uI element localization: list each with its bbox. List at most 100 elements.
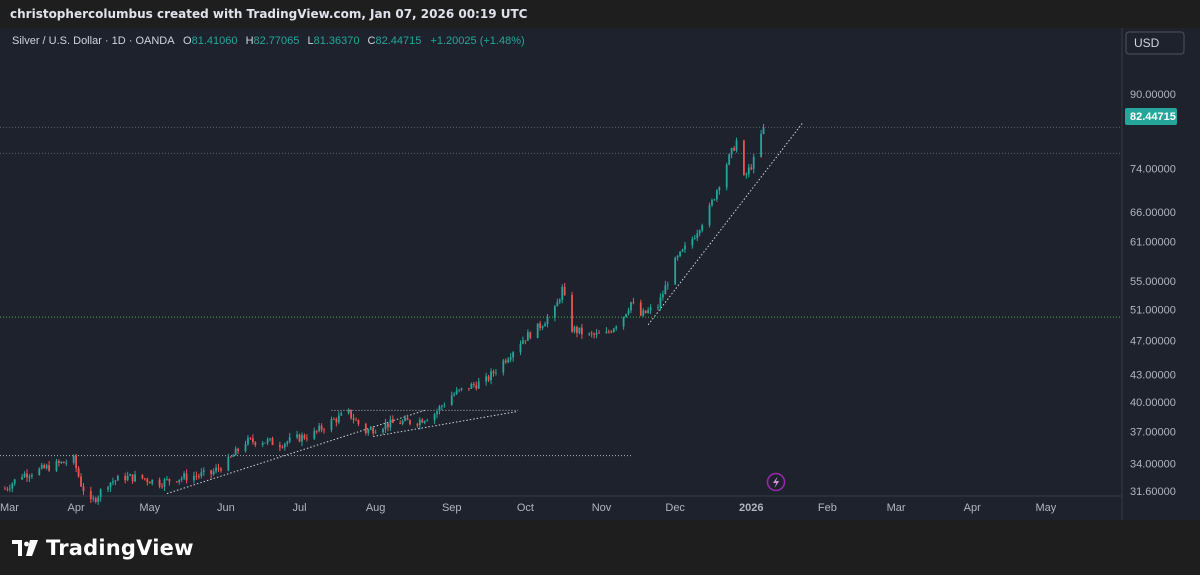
lightning-icon[interactable] (766, 472, 786, 492)
price-tick-label: 74.00000 (1130, 163, 1176, 175)
candle-body (563, 286, 566, 295)
candle-body (418, 419, 421, 426)
candle-body (94, 498, 97, 502)
time-tick-label: Apr (68, 502, 85, 514)
candle-body (271, 438, 274, 446)
candle-body (92, 498, 95, 500)
candle-body (625, 314, 627, 318)
candle-body (509, 357, 512, 360)
candle-body (249, 437, 252, 439)
legend-low-value: 81.36370 (314, 35, 360, 47)
candle-body (148, 481, 151, 484)
candle-body (519, 343, 522, 353)
candle-body (269, 438, 271, 440)
candle-body (183, 473, 186, 479)
candle-body (72, 455, 75, 463)
trendline[interactable] (373, 410, 519, 437)
candle-body (367, 429, 370, 434)
candle-body (97, 497, 100, 502)
candle-body (573, 326, 576, 332)
candle-body (674, 257, 677, 285)
candle-body (195, 475, 198, 477)
candle-body (708, 205, 711, 226)
candle-body (421, 419, 424, 423)
candle-body (337, 415, 340, 423)
candle-body (303, 435, 306, 439)
candle-body (644, 310, 647, 313)
time-axis[interactable]: Mar Apr May Jun Jul Aug Sep Oct Nov Dec 2026 Feb Mar… (0, 502, 1057, 514)
candle-body (11, 483, 14, 489)
candle-body (21, 477, 23, 480)
candle-body (229, 456, 232, 458)
candle-body (696, 233, 699, 239)
candle-body (254, 442, 257, 445)
price-tick-label: 61.00000 (1130, 237, 1176, 249)
candle-body (487, 376, 490, 381)
candle-body (220, 468, 222, 471)
price-chart[interactable]: 90.00000 74.00000 66.00000 61.00000 55.00000… (0, 28, 1200, 520)
candle-body (266, 439, 269, 443)
candle-body (433, 414, 436, 421)
candle-body (632, 302, 635, 303)
candle-body (129, 474, 132, 476)
candle-body (185, 473, 188, 481)
candle-body (595, 332, 598, 335)
candle-body (426, 420, 429, 422)
candle-body (747, 167, 750, 175)
candle-body (109, 482, 112, 488)
candle-body (364, 423, 367, 434)
candle-body (711, 200, 713, 206)
candle-body (369, 428, 372, 430)
price-tick-label: 66.00000 (1130, 207, 1176, 219)
candle-body (455, 390, 458, 395)
candle-body (512, 352, 515, 358)
candle-body (490, 371, 492, 381)
candle-body (134, 474, 136, 482)
candle-body (330, 419, 333, 430)
candle-body (588, 333, 591, 335)
candle-body (436, 411, 438, 415)
candle-body (472, 383, 475, 386)
candle-body (544, 324, 546, 327)
candle-body (107, 487, 109, 490)
candlestick-series[interactable] (4, 123, 765, 505)
candle-body (529, 332, 532, 339)
candle-body (679, 251, 681, 257)
candle-body (725, 164, 728, 188)
usd-currency-button[interactable] (1125, 31, 1185, 55)
candle-body (762, 127, 765, 135)
legend-low-label: L (307, 35, 313, 47)
candle-body (735, 140, 738, 151)
candle-body (264, 442, 267, 444)
trendline[interactable] (647, 122, 804, 326)
tradingview-logo[interactable]: TradingView (12, 536, 194, 560)
candle-body (372, 428, 375, 434)
candle-body (605, 331, 608, 334)
candle-body (124, 475, 127, 481)
candle-body (384, 423, 387, 429)
candle-body (642, 310, 645, 316)
time-tick-label: Dec (665, 502, 685, 514)
chart-frame[interactable]: 90.00000 74.00000 66.00000 61.00000 55.00000… (0, 28, 1200, 520)
candle-body (389, 419, 392, 428)
candle-body (492, 371, 495, 374)
candle-body (443, 405, 446, 406)
candle-body (340, 413, 343, 416)
candle-body (639, 302, 642, 316)
time-tick-label: Mar (0, 502, 19, 514)
drawing-annotations[interactable] (0, 122, 1122, 495)
candle-body (730, 147, 733, 155)
legend-high-value: 82.77065 (254, 35, 300, 47)
candle-body (458, 389, 461, 391)
candle-body (43, 464, 46, 469)
candle-body (320, 425, 323, 430)
candle-body (80, 476, 82, 487)
candle-body (387, 423, 389, 428)
candle-body (752, 156, 755, 169)
candle-body (99, 489, 102, 498)
price-axis[interactable]: 90.00000 74.00000 66.00000 61.00000 55.00000… (1130, 89, 1176, 498)
time-tick-label: Jun (217, 502, 235, 514)
candle-body (701, 225, 704, 231)
candle-body (237, 448, 240, 452)
candle-body (558, 299, 561, 302)
